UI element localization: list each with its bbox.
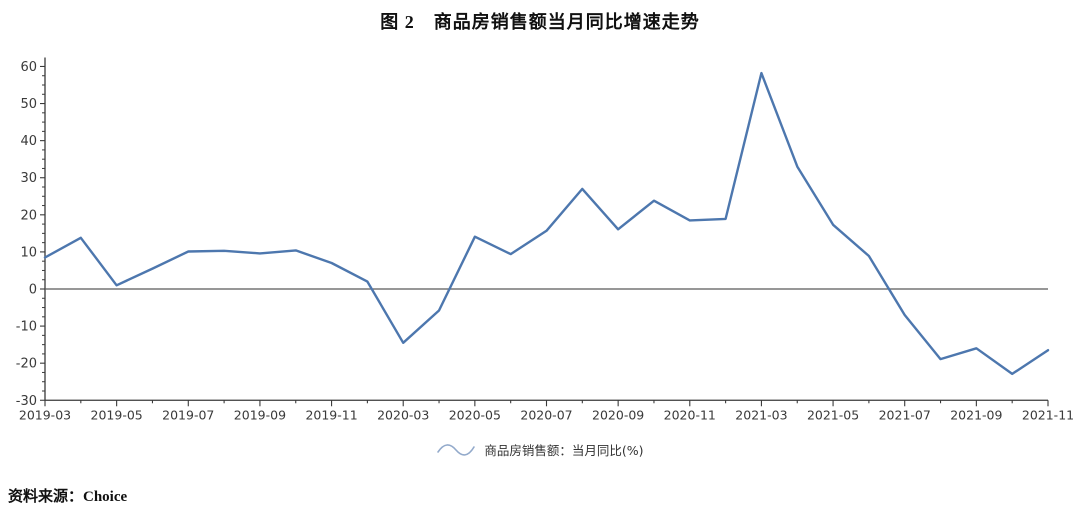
x-axis: 2019-03 2019-05 2019-07 2019-09 2019-11 2020-… [19,399,1074,422]
x-tick-label: 2021-11 [1022,407,1074,422]
y-tick-label: 20 [20,208,37,223]
series-polyline [43,71,1050,376]
x-tick-label: 2021-07 [879,407,931,422]
x-tick-label: 2020-03 [377,407,429,422]
x-tick-label: 2019-05 [91,407,143,422]
x-tick-label: 2020-07 [520,407,572,422]
series-line [43,71,1050,376]
x-tick-label: 2019-03 [19,407,71,422]
legend: 商品房销售额：当月同比(%) [0,440,1080,459]
y-tick-label: -10 [16,320,37,335]
source-note: 资料来源：Choice [8,489,128,505]
x-tick-label: 2021-03 [735,407,787,422]
y-tick-label: 60 [20,60,37,75]
y-tick-label: 50 [20,97,37,112]
y-tick-label: 0 [29,283,37,298]
y-tick-label: 30 [20,171,37,186]
y-tick-label: 40 [20,134,37,149]
x-tick-label: 2019-07 [162,407,214,422]
x-tick-label: 2021-05 [807,407,859,422]
legend-line-icon [437,443,476,456]
x-tick-label: 2020-09 [592,407,644,422]
y-axis: -30 -20 -10 0 10 20 30 40 50 60 [16,57,46,409]
x-tick-label: 2021-09 [950,407,1002,422]
y-tick-label: -20 [16,357,37,372]
x-tick-label: 2020-11 [664,407,716,422]
legend-label: 商品房销售额：当月同比(%) [484,443,644,458]
x-tick-label: 2019-09 [234,407,286,422]
x-tick-label: 2020-05 [449,407,501,422]
y-tick-label: 10 [20,245,37,260]
y-tick-label: -30 [16,394,37,409]
chart-title: 图 2 商品房销售额当月同比增速走势 [380,12,700,32]
x-tick-label: 2019-11 [305,407,357,422]
